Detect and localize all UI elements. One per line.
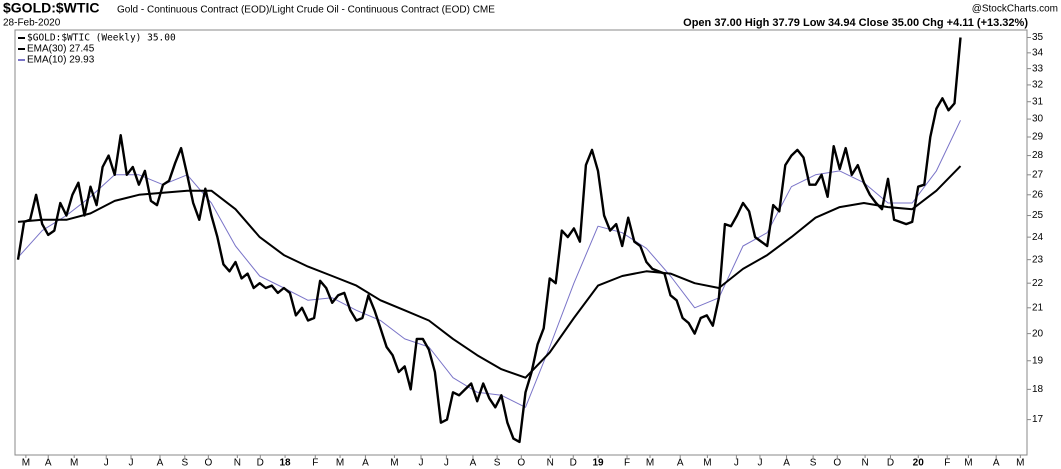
x-tick-label: M: [22, 458, 30, 469]
y-tick-label: 22: [1032, 278, 1044, 289]
x-tick-label: J: [757, 458, 762, 469]
y-tick-label: 34: [1032, 47, 1044, 58]
legend-label: EMA(10) 29.93: [27, 55, 95, 66]
x-tick-label: F: [624, 458, 630, 469]
x-tick-label: S: [181, 458, 188, 469]
y-tick-label: 33: [1032, 63, 1044, 74]
x-tick-label: A: [45, 458, 52, 469]
x-tick-label: O: [204, 458, 212, 469]
x-tick-label: J: [129, 458, 134, 469]
y-tick-label: 18: [1032, 384, 1044, 395]
x-tick-label: D: [887, 458, 894, 469]
x-tick-label: S: [494, 458, 501, 469]
x-tick-label: D: [570, 458, 577, 469]
y-tick-label: 24: [1032, 232, 1044, 243]
y-tick-label: 17: [1032, 414, 1044, 425]
y-tick-label: 29: [1032, 132, 1044, 143]
y-tick-label: 35: [1032, 32, 1044, 43]
x-tick-label: A: [470, 458, 477, 469]
source: @StockCharts.com: [972, 4, 1058, 15]
y-tick-label: 25: [1032, 210, 1044, 221]
x-tick-label: D: [257, 458, 264, 469]
y-tick-label: 20: [1032, 328, 1044, 339]
y-tick-label: 23: [1032, 254, 1044, 265]
x-tick-label: F: [312, 458, 318, 469]
x-tick-label: M: [703, 458, 711, 469]
y-tick-label: 27: [1032, 169, 1044, 180]
x-tick-label: A: [677, 458, 684, 469]
x-tick-label: A: [993, 458, 1000, 469]
y-tick-label: 21: [1032, 302, 1044, 313]
series-line: [17, 120, 961, 408]
x-tick-label: M: [70, 458, 78, 469]
legend-label: EMA(30) 27.45: [27, 44, 95, 55]
x-tick-label: J: [734, 458, 739, 469]
y-tick-label: 32: [1032, 80, 1044, 91]
x-tick-label: J: [104, 458, 109, 469]
series-line: [17, 165, 962, 379]
x-tick-label: N: [234, 458, 241, 469]
x-tick-label: N: [861, 458, 868, 469]
y-tick-label: 31: [1032, 96, 1044, 107]
x-tick-label: S: [810, 458, 817, 469]
y-tick-label: 28: [1032, 150, 1044, 161]
x-tick-label: A: [362, 458, 369, 469]
y-tick-label: 19: [1032, 355, 1044, 366]
x-tick-label: O: [833, 458, 841, 469]
x-tick-label: F: [944, 458, 950, 469]
x-tick-label: M: [646, 458, 654, 469]
x-tick-label: O: [517, 458, 525, 469]
chart-title: $GOLD:$WTIC: [3, 0, 99, 16]
quote: Open 37.00 High 37.79 Low 34.94 Close 35…: [683, 17, 1028, 29]
x-tick-label: J: [419, 458, 424, 469]
x-tick-label: 19: [592, 458, 604, 469]
x-tick-label: 20: [913, 458, 925, 469]
y-tick-label: 30: [1032, 114, 1044, 125]
x-tick-label: N: [547, 458, 554, 469]
chart-subtitle: Gold - Continuous Contract (EOD)/Light C…: [117, 5, 495, 16]
series-line: [16, 37, 962, 444]
legend-label: $GOLD:$WTIC (Weekly) 35.00: [27, 33, 176, 44]
x-tick-label: A: [783, 458, 790, 469]
x-tick-label: M: [964, 458, 972, 469]
x-tick-label: 18: [280, 458, 292, 469]
x-tick-label: M: [336, 458, 344, 469]
date: 28-Feb-2020: [3, 18, 61, 29]
x-tick-label: M: [390, 458, 398, 469]
x-tick-label: M: [1016, 458, 1024, 469]
y-tick-label: 26: [1032, 189, 1044, 200]
x-tick-label: A: [157, 458, 164, 469]
x-tick-label: J: [444, 458, 449, 469]
